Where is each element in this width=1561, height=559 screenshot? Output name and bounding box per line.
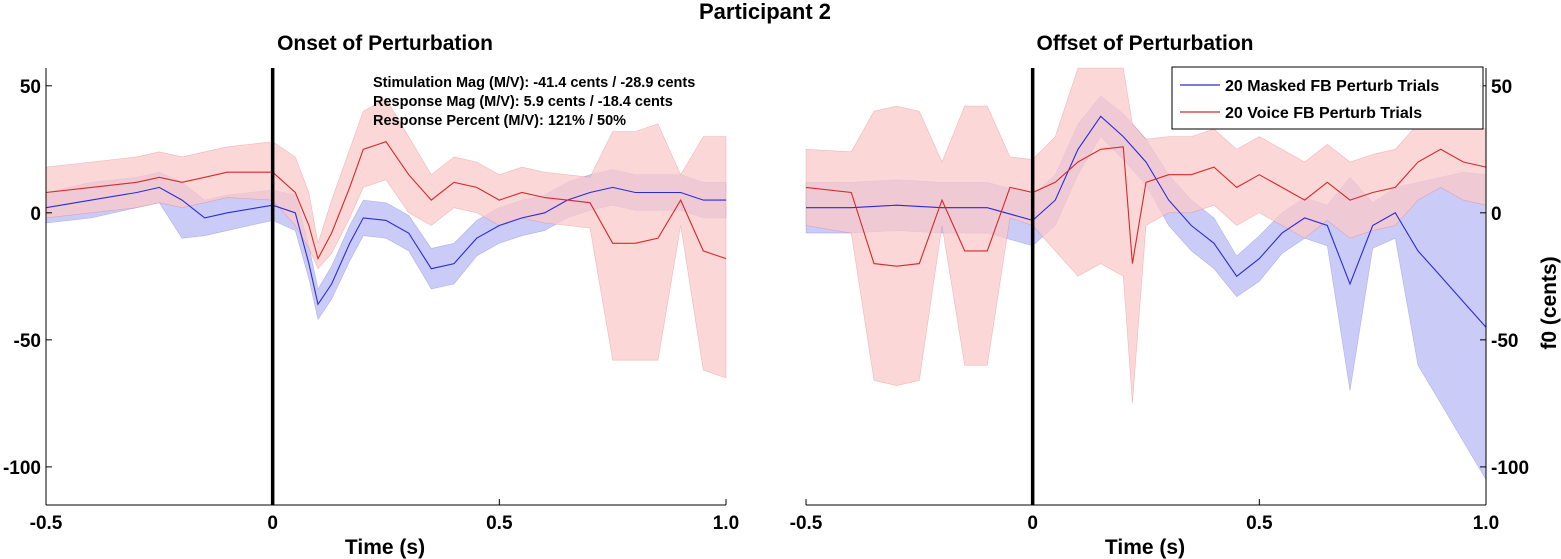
offset-x-tick-label: 0 <box>1027 513 1038 534</box>
offset-y-tick-label: 0 <box>1491 204 1502 225</box>
annotation-response-percent: Response Percent (M/V): 121% / 50% <box>373 113 626 129</box>
onset-axes: -0.5 0 0.5 1.0 50 0 -50 -100 <box>3 68 739 534</box>
onset-x-tick-label: 0.5 <box>486 513 513 534</box>
legend-label-voice: 20 Voice FB Perturb Trials <box>1225 105 1422 122</box>
onset-mean-line-masked <box>45 186 726 306</box>
offset-x-tick-label: 1.0 <box>1473 513 1499 534</box>
onset-panel: Onset of Perturbation -0.5 0 0.5 1.0500-50-… <box>3 32 739 559</box>
offset-bands <box>805 67 1487 481</box>
figure-title: Participant 2 <box>699 0 831 24</box>
y-axis-label: f0 (cents) <box>1538 256 1561 349</box>
onset-y-tick-label: -100 <box>3 458 41 479</box>
onset-annotations: Stimulation Mag (M/V): -41.4 cents / -28… <box>373 75 695 129</box>
offset-panel: Offset of Perturbation -0.5 0 0.5 1.0 50 0 -50… <box>790 32 1561 559</box>
onset-mean-line-voice <box>45 141 727 261</box>
legend-label-masked: 20 Masked FB Perturb Trials <box>1225 78 1439 95</box>
offset-x-tick-label: 0.5 <box>1246 513 1273 534</box>
offset-axes: -0.5 0 0.5 1.0 50 0 -50 -100 <box>790 68 1529 534</box>
offset-x-axis-label: Time (s) <box>1105 536 1185 559</box>
onset-x-tick-label: -0.5 <box>30 513 63 534</box>
offset-y-tick-label: -100 <box>1491 458 1529 479</box>
onset-x-tick-label: 1.0 <box>713 513 739 534</box>
onset-y-tick-label: 50 <box>20 77 41 98</box>
onset-lines <box>45 68 727 505</box>
onset-band-voice <box>45 98 727 379</box>
onset-bands <box>45 98 727 379</box>
offset-mean-line-voice <box>805 146 1487 267</box>
offset-x-tick-label: -0.5 <box>790 513 823 534</box>
onset-x-axis-label: Time (s) <box>345 536 425 559</box>
offset-lines <box>805 68 1487 505</box>
onset-panel-title: Onset of Perturbation <box>277 32 493 55</box>
annotation-response-mag: Response Mag (M/V): 5.9 cents / -18.4 ce… <box>373 94 673 110</box>
offset-y-tick-label: -50 <box>1491 331 1518 352</box>
onset-y-tick-label: 0 <box>30 204 41 225</box>
offset-y-tick-label: 50 <box>1491 77 1512 98</box>
offset-mean-line-masked <box>806 115 1487 328</box>
onset-x-tick-label: 0 <box>267 513 278 534</box>
offset-panel-title: Offset of Perturbation <box>1036 32 1253 55</box>
legend-box <box>1171 66 1484 130</box>
legend: 20 Masked FB Perturb Trials 20 Voice FB … <box>1171 66 1484 130</box>
annotation-stimulation-mag: Stimulation Mag (M/V): -41.4 cents / -28… <box>373 75 695 91</box>
onset-y-tick-label: -50 <box>14 331 41 352</box>
